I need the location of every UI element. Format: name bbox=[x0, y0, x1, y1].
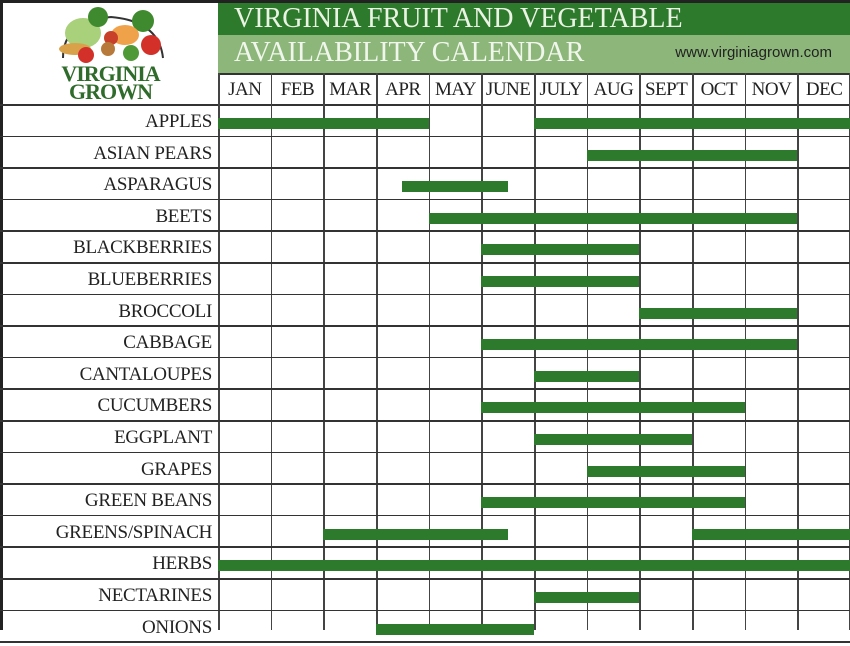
availability-bar bbox=[429, 213, 798, 224]
row-label: BLUEBERRIES bbox=[0, 262, 212, 293]
month-header-sept: SEPT bbox=[639, 73, 692, 104]
availability-bar bbox=[218, 118, 429, 129]
logo-text-grown: GROWN bbox=[3, 81, 218, 103]
virginia-grown-logo: VIRGINIA GROWN bbox=[3, 3, 218, 103]
row-label: BEETS bbox=[0, 199, 212, 230]
row-label: CABBAGE bbox=[0, 325, 212, 356]
availability-bar bbox=[481, 244, 639, 255]
row-label: ONIONS bbox=[0, 610, 212, 641]
grid-line bbox=[0, 641, 850, 643]
availability-bar bbox=[587, 150, 798, 161]
month-header-oct: OCT bbox=[692, 73, 745, 104]
row-label: CUCUMBERS bbox=[0, 388, 212, 419]
row-label: NECTARINES bbox=[0, 578, 212, 609]
month-header-dec: DEC bbox=[797, 73, 850, 104]
vegetable-basket-icon bbox=[3, 3, 218, 65]
row-label: EGGPLANT bbox=[0, 420, 212, 451]
row-label: GRAPES bbox=[0, 452, 212, 483]
availability-bar bbox=[481, 339, 797, 350]
availability-bar bbox=[534, 118, 850, 129]
availability-bar bbox=[323, 529, 507, 540]
availability-bar bbox=[218, 560, 850, 571]
row-label: ASPARAGUS bbox=[0, 167, 212, 198]
availability-bar bbox=[376, 624, 534, 635]
page-title-line2: AVAILABILITY CALENDAR www.virginiagrown.… bbox=[218, 35, 850, 73]
month-header-june: JUNE bbox=[481, 73, 534, 104]
availability-bar bbox=[481, 402, 744, 413]
month-header-apr: APR bbox=[376, 73, 429, 104]
row-label: ASIAN PEARS bbox=[0, 136, 212, 167]
availability-bar bbox=[639, 308, 797, 319]
page-title-line1: VIRGINIA FRUIT AND VEGETABLE bbox=[218, 3, 850, 35]
availability-bar bbox=[402, 181, 507, 192]
website-url: www.virginiagrown.com bbox=[675, 44, 832, 62]
availability-bar bbox=[481, 276, 639, 287]
month-header-aug: AUG bbox=[587, 73, 640, 104]
month-header-may: MAY bbox=[429, 73, 482, 104]
month-header-july: JULY bbox=[534, 73, 587, 104]
month-header-feb: FEB bbox=[271, 73, 324, 104]
availability-bar bbox=[534, 434, 692, 445]
row-label: APPLES bbox=[0, 104, 212, 135]
month-header-jan: JAN bbox=[218, 73, 271, 104]
availability-bar bbox=[534, 371, 639, 382]
availability-bar bbox=[692, 529, 850, 540]
month-header-mar: MAR bbox=[323, 73, 376, 104]
row-label: CANTALOUPES bbox=[0, 357, 212, 388]
row-label: BLACKBERRIES bbox=[0, 230, 212, 261]
row-label: BROCCOLI bbox=[0, 294, 212, 325]
page-title-line2-text: AVAILABILITY CALENDAR bbox=[234, 37, 584, 68]
row-label: GREEN BEANS bbox=[0, 483, 212, 514]
availability-bar bbox=[534, 592, 639, 603]
availability-bar bbox=[481, 497, 744, 508]
availability-bar bbox=[587, 466, 745, 477]
row-label: HERBS bbox=[0, 546, 212, 577]
row-label: GREENS/SPINACH bbox=[0, 515, 212, 546]
month-header-nov: NOV bbox=[745, 73, 798, 104]
